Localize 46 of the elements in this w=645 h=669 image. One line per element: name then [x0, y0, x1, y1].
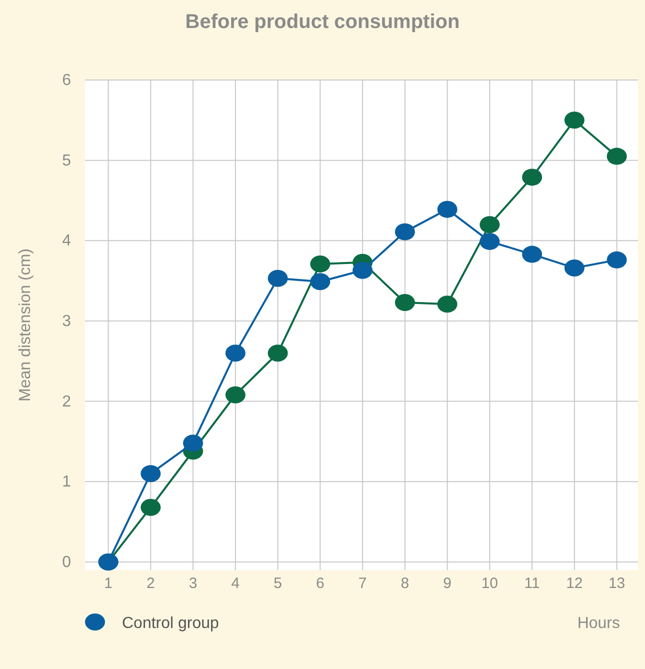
x-tick-label: 13	[608, 575, 626, 592]
y-tick-label: 0	[62, 554, 72, 571]
point	[606, 251, 627, 268]
point	[394, 294, 415, 312]
point	[564, 112, 584, 129]
x-axis-title: Hours	[577, 615, 620, 632]
x-tick-label: 6	[316, 575, 324, 592]
y-tick-label: 5	[62, 152, 72, 170]
x-tick-label: 3	[188, 575, 198, 592]
point	[352, 262, 373, 279]
y-tick-label: 1	[62, 474, 72, 491]
point	[437, 296, 458, 313]
x-tick-label: 12	[566, 575, 583, 592]
point	[140, 465, 161, 482]
point	[310, 255, 330, 272]
legend-label: Control group	[122, 615, 220, 632]
x-tick-label: 11	[524, 575, 540, 592]
chart-title: Before product consumption	[185, 11, 460, 33]
point	[225, 386, 246, 404]
point	[183, 434, 204, 452]
y-tick-label: 3	[62, 312, 72, 330]
y-axis-title: Mean distension (cm)	[17, 248, 34, 402]
point	[310, 273, 330, 290]
x-tick-label: 7	[358, 575, 367, 592]
point	[606, 148, 627, 165]
point	[225, 344, 246, 362]
y-tick-label: 4	[62, 232, 72, 250]
point	[140, 498, 161, 516]
x-tick-label: 2	[146, 575, 155, 592]
point	[522, 168, 542, 186]
point	[394, 223, 415, 240]
point	[268, 344, 288, 362]
point	[522, 246, 542, 263]
x-tick-label: 8	[400, 575, 410, 592]
point	[437, 200, 458, 218]
y-tick-label: 6	[62, 72, 72, 89]
x-tick-label: 4	[231, 575, 240, 592]
x-tick-label: 1	[104, 575, 112, 592]
point	[564, 259, 584, 276]
point	[480, 216, 500, 234]
x-tick-label: 10	[481, 575, 498, 592]
x-tick-label: 5	[274, 575, 282, 592]
point	[268, 270, 288, 287]
x-tick-label: 9	[443, 575, 452, 592]
point	[480, 232, 500, 250]
y-tick-label: 2	[62, 393, 72, 410]
